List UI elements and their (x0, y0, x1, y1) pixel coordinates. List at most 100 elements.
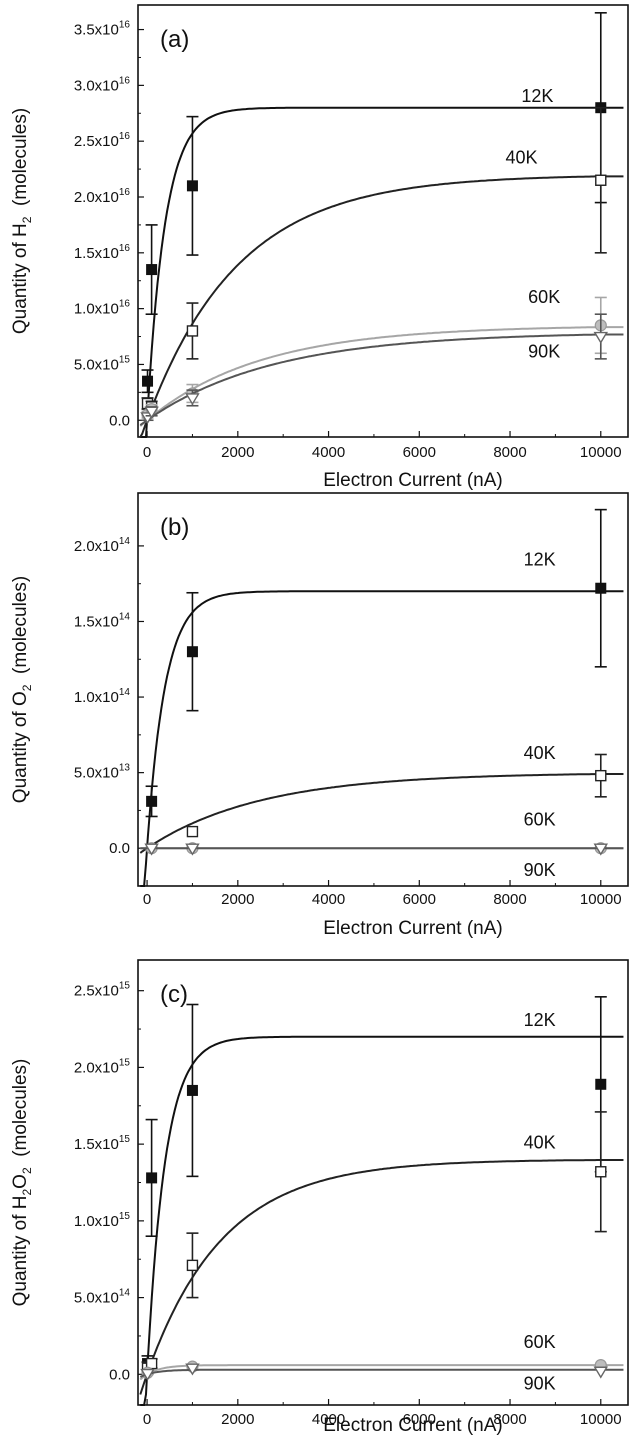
y-tick-label: 5.0x1014 (74, 1288, 131, 1307)
data-point (186, 1259, 199, 1272)
data-point (144, 406, 159, 419)
series-label: 40K (506, 148, 538, 168)
series-label: 60K (524, 1332, 556, 1352)
x-tick-label: 10000 (580, 444, 622, 461)
y-tick-label: 3.0x1016 (74, 75, 131, 94)
panel-label: (a) (160, 26, 189, 53)
y-tick-label: 2.5x1015 (74, 981, 131, 1000)
series-40K: 40K (139, 106, 624, 438)
chart-panel-2: 0 2000 4000 6000 8000 10000 0.0 5.0x1014 1.0x101… (10, 959, 629, 1436)
data-point (595, 1078, 607, 1090)
fit-curve (139, 326, 601, 427)
series-label: 40K (524, 743, 556, 763)
data-point (186, 325, 199, 337)
data-point (185, 843, 200, 856)
series-label: 60K (528, 287, 560, 307)
y-tick-label: 1.0x1014 (74, 687, 131, 706)
series-label: 90K (524, 860, 556, 880)
series-label: 12K (524, 550, 556, 570)
x-tick-label: 4000 (312, 1411, 345, 1428)
chart-panel-0: 0 2000 4000 6000 8000 10000 0.0 5.0x1015 1.0x101… (10, 4, 629, 491)
y-tick-label: 2.5x1016 (74, 131, 131, 150)
fit-curve (140, 106, 601, 438)
fit-curve (139, 1159, 601, 1395)
data-point (146, 264, 158, 276)
data-point (593, 331, 609, 344)
data-point (140, 1368, 155, 1381)
x-axis-label: Electron Current (nA) (323, 1415, 503, 1436)
series-60K: 60K (139, 1332, 624, 1381)
y-tick-label: 5.0x1015 (74, 354, 131, 373)
y-tick-label: 0.0 (109, 412, 130, 429)
data-point (186, 1084, 198, 1096)
x-tick-label: 0 (143, 1411, 151, 1428)
series-90K: 90K (140, 843, 624, 880)
series-60K: 60K (140, 810, 624, 855)
plot-frame (137, 4, 629, 438)
chart-panel-1: 0 2000 4000 6000 8000 10000 0.0 5.0x1013 1.0x101… (10, 492, 629, 939)
fit-curve (140, 590, 601, 887)
panel-label: (c) (160, 981, 188, 1008)
series-90K: 90K (139, 1363, 624, 1394)
data-point (142, 375, 154, 387)
x-tick-label: 4000 (312, 444, 345, 461)
x-axis-label: Electron Current (nA) (323, 918, 503, 939)
fit-curve (139, 1368, 601, 1378)
y-tick-label: 5.0x1013 (74, 763, 131, 782)
data-point (186, 646, 198, 658)
y-tick-label: 0.0 (109, 1366, 130, 1383)
data-point (185, 393, 200, 406)
y-tick-label: 1.0x1015 (74, 1211, 131, 1230)
y-axis-label: Quantity of H2 (molecules) (10, 108, 34, 334)
y-tick-label: 1.5x1014 (74, 611, 131, 630)
series-label: 90K (524, 1374, 556, 1394)
x-tick-label: 8000 (493, 444, 526, 461)
data-point (593, 843, 609, 856)
plot-frame (137, 492, 629, 887)
x-tick-label: 0 (143, 444, 151, 461)
x-tick-label: 6000 (403, 444, 436, 461)
x-tick-label: 4000 (312, 891, 345, 908)
series-label: 12K (521, 86, 553, 106)
data-point (595, 769, 607, 782)
y-tick-label: 1.5x1015 (74, 1134, 131, 1153)
series-label: 40K (524, 1133, 556, 1153)
y-axis-label: Quantity of H2O2 (molecules) (10, 1059, 34, 1307)
data-point (186, 180, 198, 192)
x-tick-label: 8000 (493, 1411, 526, 1428)
series-label: 90K (528, 342, 560, 362)
x-tick-label: 0 (143, 891, 151, 908)
x-tick-label: 2000 (221, 444, 254, 461)
y-tick-label: 1.0x1016 (74, 299, 131, 318)
data-point (146, 1172, 158, 1184)
x-axis-label: Electron Current (nA) (323, 470, 503, 491)
data-point (593, 1366, 609, 1379)
y-axis-label: Quantity of O2 (molecules) (10, 576, 34, 803)
data-point (595, 582, 607, 594)
series-12K: 12K (140, 508, 624, 887)
data-point (185, 1363, 200, 1376)
y-tick-label: 2.0x1016 (74, 187, 131, 206)
x-tick-label: 6000 (403, 1411, 436, 1428)
y-tick-label: 2.0x1014 (74, 536, 131, 555)
data-point (146, 795, 158, 807)
series-12K: 12K (140, 12, 624, 438)
y-tick-label: 1.5x1016 (74, 243, 131, 262)
data-point (144, 843, 159, 856)
fit-curve (140, 1035, 601, 1406)
series-90K: 90K (139, 313, 624, 426)
x-tick-label: 2000 (221, 891, 254, 908)
x-tick-label: 10000 (580, 891, 622, 908)
series-40K: 40K (139, 743, 624, 854)
data-point (595, 1166, 607, 1178)
y-tick-label: 3.5x1016 (74, 20, 131, 39)
y-tick-label: 0.0 (109, 840, 130, 857)
panel-label: (b) (160, 514, 189, 541)
x-tick-label: 2000 (221, 1411, 254, 1428)
x-tick-label: 10000 (580, 1411, 622, 1428)
data-point (595, 174, 607, 186)
y-tick-label: 2.0x1015 (74, 1057, 131, 1076)
data-point (186, 825, 199, 838)
fit-curve (139, 773, 601, 854)
